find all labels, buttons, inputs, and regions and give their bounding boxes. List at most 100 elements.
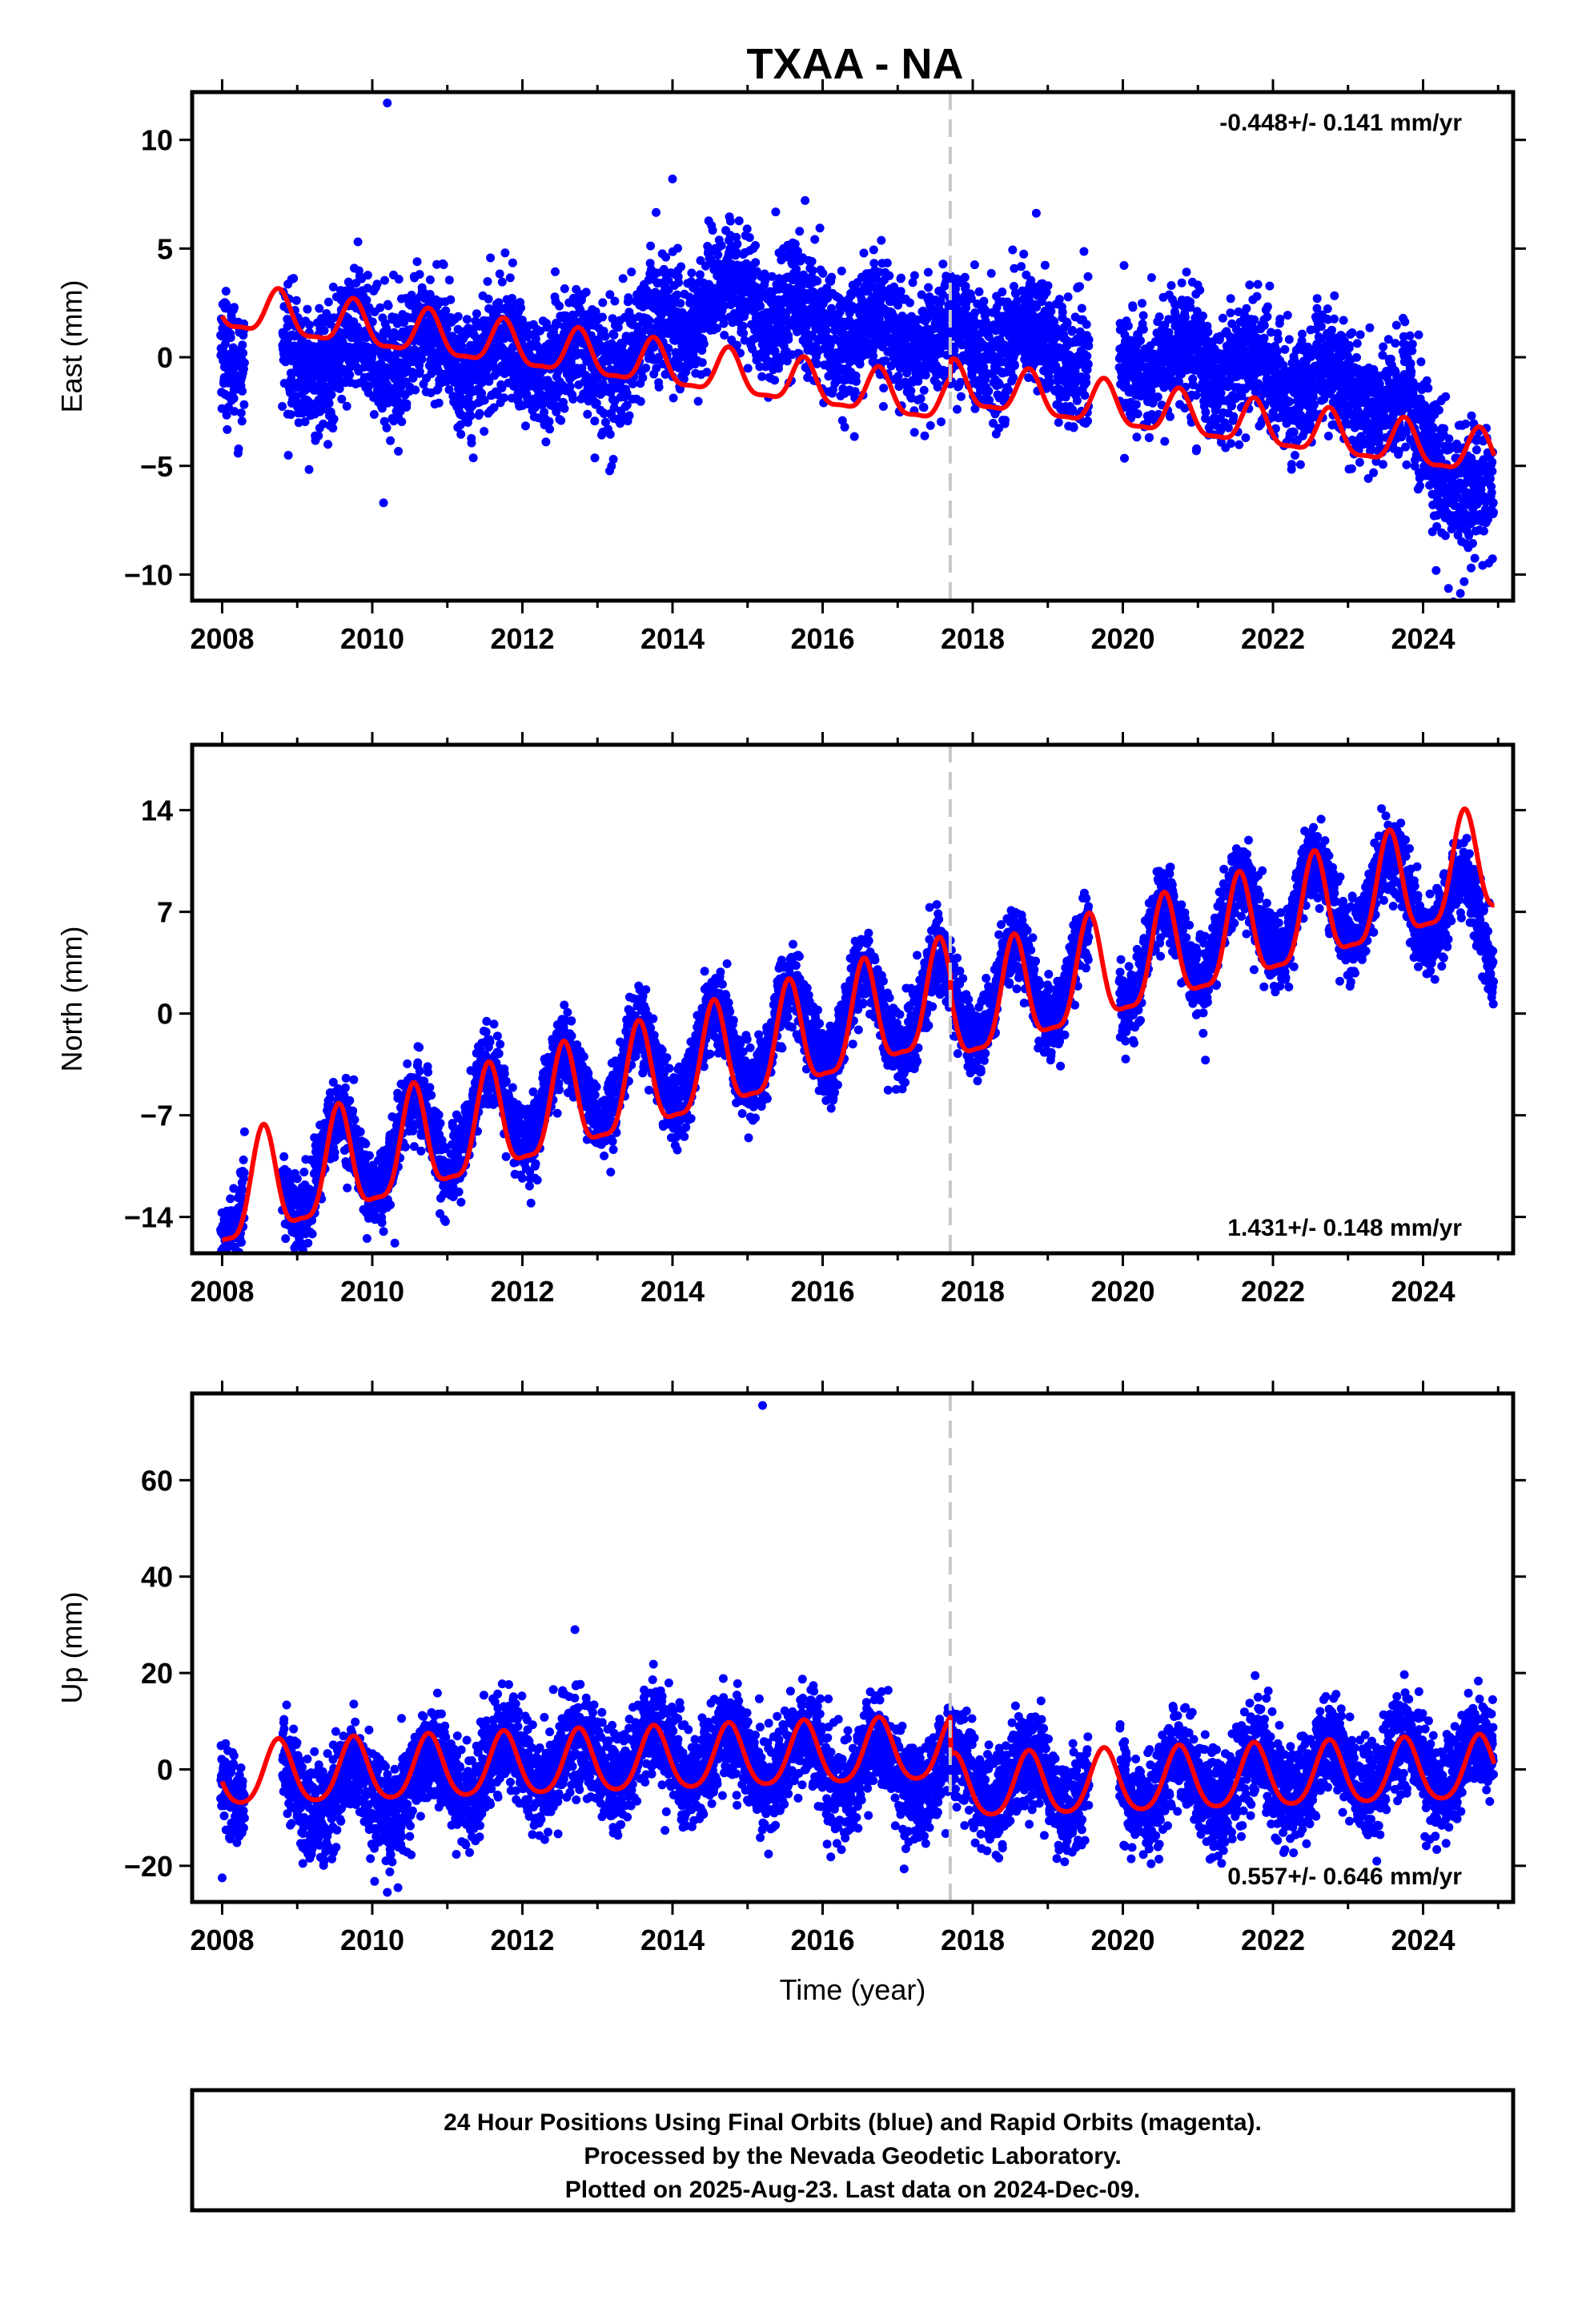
obs-point (221, 339, 230, 348)
obs-point (636, 396, 645, 406)
obs-point (609, 403, 619, 412)
obs-point (924, 283, 934, 292)
obs-point (576, 305, 585, 315)
obs-point (756, 301, 765, 311)
obs-point (226, 333, 235, 343)
obs-point (1275, 314, 1285, 324)
obs-point (669, 393, 678, 403)
obs-point (720, 331, 729, 340)
obs-point (1226, 294, 1235, 304)
obs-point (1263, 302, 1272, 312)
obs-point (363, 271, 372, 280)
obs-point (852, 376, 861, 386)
obs-point (600, 408, 609, 418)
obs-point (627, 267, 636, 277)
obs-point (1166, 281, 1176, 290)
obs-point (383, 301, 393, 311)
obs-point (412, 257, 422, 267)
obs-point (1241, 433, 1251, 443)
obs-point (869, 245, 878, 255)
obs-point (1083, 271, 1093, 281)
obs-point (743, 364, 753, 373)
obs-point (1009, 372, 1018, 382)
obs-point (807, 256, 817, 266)
obs-point (652, 364, 661, 373)
obs-point (362, 296, 371, 305)
obs-point (319, 419, 328, 428)
obs-point (687, 268, 697, 278)
obs-point (541, 437, 551, 447)
panel-east: 2008 2010 2012 2014 2016 2018 2020 2022 20241050… (55, 79, 1526, 655)
obs-point (605, 290, 615, 300)
obs-point (289, 274, 299, 283)
obs-point (1182, 267, 1191, 277)
obs-point (1123, 321, 1133, 331)
obs-point (608, 314, 617, 324)
obs-point (1082, 320, 1091, 329)
obs-point (818, 268, 828, 278)
obs-point (1046, 307, 1056, 316)
obs-point (1274, 335, 1283, 344)
obs-point (223, 424, 232, 434)
obs-point (845, 308, 854, 318)
obs-point (859, 248, 869, 258)
obs-point (598, 312, 607, 322)
obs-point (713, 324, 721, 333)
obs-point (1069, 423, 1078, 432)
obs-point (343, 324, 352, 332)
obs-point (828, 308, 837, 318)
obs-point (239, 348, 248, 358)
obs-point (239, 400, 249, 409)
obs-point (1131, 400, 1141, 409)
obs-point (372, 279, 382, 289)
obs-point (556, 416, 566, 425)
obs-point (1072, 396, 1082, 405)
obs-point (531, 403, 540, 412)
obs-point (441, 306, 451, 316)
obs-point (1120, 453, 1129, 463)
obs-point (592, 399, 601, 408)
obs-point (328, 424, 338, 433)
obs-point (286, 410, 295, 420)
obs-point (1259, 320, 1269, 330)
observations-east (216, 99, 1498, 601)
obs-point (1054, 295, 1064, 304)
obs-point (353, 237, 363, 247)
obs-point (792, 264, 801, 274)
obs-point (751, 258, 761, 267)
obs-point (217, 404, 227, 413)
obs-point (1128, 303, 1138, 312)
obs-point (885, 271, 894, 280)
obs-point (234, 444, 243, 453)
obs-point (1068, 326, 1077, 335)
obs-point (472, 309, 481, 319)
obs-point (483, 277, 492, 286)
obs-point (609, 330, 619, 340)
obs-point (815, 223, 825, 233)
obs-point (1138, 324, 1148, 334)
obs-point (784, 335, 793, 344)
obs-point (679, 374, 689, 384)
obs-point (1280, 344, 1290, 354)
obs-point (1265, 281, 1275, 291)
obs-point (624, 411, 634, 420)
obs-point (239, 358, 249, 368)
obs-point (1259, 333, 1269, 343)
obs-point (734, 216, 744, 226)
obs-point (1010, 361, 1019, 371)
obs-point (1287, 460, 1296, 469)
obs-point (605, 429, 615, 439)
obs-point (323, 440, 333, 449)
obs-point (790, 239, 800, 249)
obs-point (230, 303, 239, 312)
obs-point (1226, 308, 1235, 318)
obs-point (453, 312, 463, 321)
obs-point (237, 416, 247, 426)
obs-point (521, 421, 530, 431)
obs-point (1203, 328, 1213, 337)
obs-point (638, 373, 648, 383)
obs-point (740, 336, 749, 345)
obs-point (382, 423, 391, 432)
obs-point (444, 275, 454, 285)
